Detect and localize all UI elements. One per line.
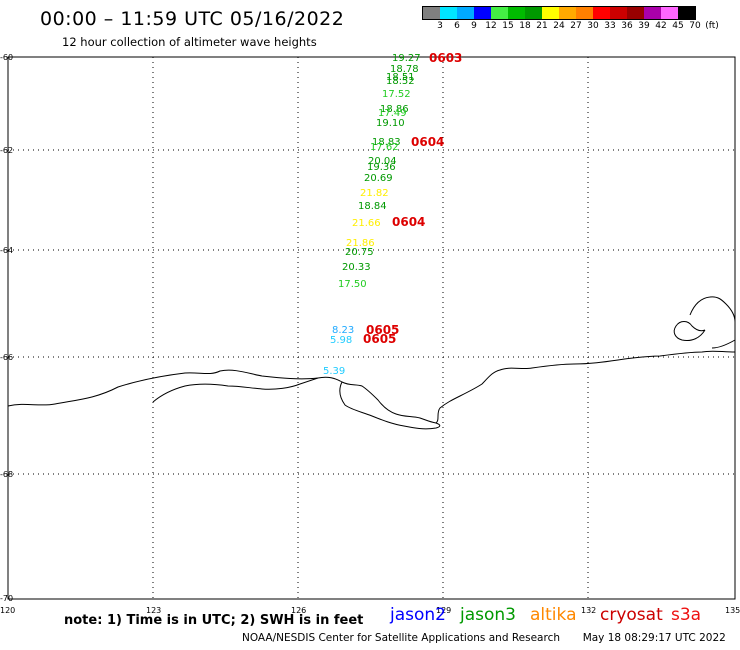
lon-label: 135 — [725, 606, 740, 615]
pass-time-label: 0604 — [392, 215, 425, 229]
wave-height-label: 21.86 — [346, 238, 375, 249]
color-scale-label: 70 — [689, 21, 701, 31]
map-frame — [7, 56, 736, 600]
color-scale-label: 6 — [454, 21, 460, 31]
color-scale-label: 18 — [519, 21, 531, 31]
page-subtitle: 12 hour collection of altimeter wave hei… — [62, 35, 317, 49]
color-swatch — [559, 7, 576, 19]
wave-height-label: 20.33 — [342, 262, 371, 273]
ice-shelf-outline — [673, 296, 736, 349]
color-swatch — [508, 7, 525, 19]
lat-label: -66 — [0, 353, 13, 362]
color-scale-label: 33 — [604, 21, 616, 31]
wave-height-label: 17.49 — [378, 108, 407, 119]
graticule — [8, 57, 735, 599]
color-swatch — [678, 7, 695, 19]
lon-label: 129 — [436, 606, 451, 615]
pass-time-label: 0605 — [366, 323, 399, 337]
wave-height-label: 18.52 — [386, 76, 415, 87]
satellite-jason2: jason2 — [390, 605, 446, 625]
coastline — [7, 350, 736, 424]
pass-time-label: 0603 — [429, 51, 462, 65]
wave-height-label: 21.82 — [360, 188, 389, 199]
wave-height-label: 20.69 — [364, 173, 393, 184]
note-text: note: 1) Time is in UTC; 2) SWH is in fe… — [64, 613, 364, 628]
color-scale-label: 39 — [638, 21, 650, 31]
color-swatch — [610, 7, 627, 19]
wave-height-label: 17.62 — [370, 142, 399, 153]
wave-height-label: 19.36 — [367, 162, 396, 173]
color-scale-swatches — [422, 6, 696, 20]
color-scale-label: 15 — [502, 21, 514, 31]
wave-height-label: 17.52 — [382, 89, 411, 100]
color-swatch — [491, 7, 508, 19]
wave-height-label: 5.39 — [323, 366, 345, 377]
footer-timestamp: May 18 08:29:17 UTC 2022 — [582, 632, 726, 644]
color-scale-label: 24 — [553, 21, 565, 31]
lon-label: 120 — [0, 606, 15, 615]
color-swatch — [542, 7, 559, 19]
wave-height-label: 17.50 — [338, 279, 367, 290]
color-swatch — [576, 7, 593, 19]
pass-time-label: 0604 — [411, 135, 444, 149]
lon-label: 132 — [581, 606, 596, 615]
color-swatch — [440, 7, 457, 19]
color-scale-label: 30 — [587, 21, 599, 31]
color-scale-label: (ft) — [705, 21, 719, 31]
color-scale-label: 42 — [655, 21, 667, 31]
color-swatch — [474, 7, 491, 19]
satellite-altika: altika — [530, 605, 577, 625]
color-scale-labels: 3 6 9 12 15 18 21 24 27 30 33 36 39 42 45 70 (ft) — [422, 20, 719, 32]
wave-height-label: 8.23 — [332, 325, 354, 336]
wave-height-label: 18.51 — [386, 72, 415, 83]
wave-height-label: 19.27 — [392, 53, 421, 64]
wave-height-label: 20.75 — [345, 247, 374, 258]
wave-height-label: 21.66 — [352, 218, 381, 229]
footer: NOAA/NESDIS Center for Satellite Applica… — [242, 632, 726, 644]
lat-label: -62 — [0, 146, 13, 155]
color-swatch — [661, 7, 678, 19]
lat-label: -70 — [0, 594, 13, 603]
satellite-cryosat: cryosat — [600, 605, 663, 625]
color-swatch — [457, 7, 474, 19]
lat-label: -60 — [0, 53, 13, 62]
color-swatch — [423, 7, 440, 19]
color-scale-legend: 3 6 9 12 15 18 21 24 27 30 33 36 39 42 45 70 (ft) — [422, 6, 719, 32]
color-swatch — [525, 7, 542, 19]
wave-height-label: 18.86 — [380, 104, 409, 115]
wave-height-label: 19.10 — [376, 118, 405, 129]
color-scale-label: 3 — [437, 21, 443, 31]
color-scale-label: 12 — [485, 21, 497, 31]
wave-height-label: 5.98 — [330, 335, 352, 346]
color-scale-label: 45 — [672, 21, 684, 31]
color-scale-label: 21 — [536, 21, 548, 31]
color-scale-label: 36 — [621, 21, 633, 31]
lon-label: 123 — [146, 606, 161, 615]
coastline-bay — [339, 381, 441, 430]
lon-label: 126 — [291, 606, 306, 615]
color-swatch — [644, 7, 661, 19]
color-scale-label: 27 — [570, 21, 582, 31]
color-scale-label: 9 — [471, 21, 477, 31]
color-swatch — [593, 7, 610, 19]
pass-time-label: 0605 — [363, 332, 396, 346]
satellite-s3a: s3a — [671, 605, 702, 625]
page-title: 00:00 – 11:59 UTC 05/16/2022 — [40, 8, 345, 30]
wave-height-label: 20.04 — [368, 156, 397, 167]
wave-height-label: 18.84 — [358, 201, 387, 212]
wave-height-label: 18.78 — [390, 64, 419, 75]
lat-label: -68 — [0, 470, 13, 479]
color-swatch — [627, 7, 644, 19]
footer-credit: NOAA/NESDIS Center for Satellite Applica… — [242, 632, 560, 644]
satellite-jason3: jason3 — [460, 605, 516, 625]
coastline-inlet — [152, 377, 319, 403]
wave-height-label: 18.83 — [372, 137, 401, 148]
lat-label: -64 — [0, 246, 13, 255]
